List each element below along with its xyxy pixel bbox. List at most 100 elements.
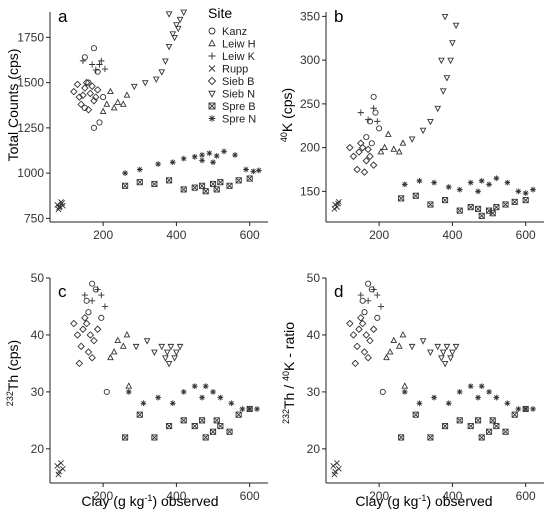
point-leiw-k bbox=[96, 61, 103, 68]
point-sieb-b bbox=[84, 348, 93, 356]
point-leiw-h bbox=[107, 353, 114, 361]
point-sieb-b bbox=[346, 143, 354, 152]
point-leiw-k bbox=[89, 61, 96, 68]
point-leiw-h bbox=[123, 330, 131, 338]
point-spre-n bbox=[416, 178, 423, 184]
point-sieb-n bbox=[447, 57, 454, 65]
point-sieb-n bbox=[438, 355, 445, 362]
point-spre-n bbox=[522, 406, 529, 412]
point-spre-n bbox=[217, 394, 224, 401]
point-spre-b bbox=[136, 411, 143, 418]
legend-marker-leiw-k bbox=[208, 52, 216, 60]
point-spre-b bbox=[511, 198, 518, 205]
point-sieb-n bbox=[443, 75, 451, 82]
y-tick-label: 1250 bbox=[17, 121, 44, 135]
panel-a: a Total Counts (cps) 200 400 600 750 1000 125… bbox=[5, 7, 268, 242]
point-leiw-h bbox=[383, 353, 390, 361]
point-spre-n bbox=[232, 152, 238, 158]
point-spre-n bbox=[504, 400, 511, 407]
x-tick-label: 600 bbox=[516, 489, 536, 503]
point-spre-n bbox=[191, 153, 198, 160]
point-sieb-b bbox=[86, 89, 95, 98]
point-sieb-b bbox=[369, 325, 378, 334]
point-leiw-h bbox=[119, 342, 127, 349]
point-rupp bbox=[55, 471, 62, 478]
point-rupp bbox=[54, 201, 61, 208]
point-spre-b bbox=[226, 182, 233, 189]
point-sieb-b bbox=[358, 319, 367, 328]
point-sieb-n bbox=[441, 361, 449, 368]
point-rupp bbox=[59, 465, 66, 472]
point-sieb-n bbox=[427, 118, 434, 126]
ylabel-a: Total Counts (cps) bbox=[5, 49, 21, 162]
point-sieb-b bbox=[364, 353, 372, 362]
x-tick-label: 600 bbox=[516, 228, 536, 242]
point-leiw-h bbox=[395, 342, 403, 349]
y-tick-label: 1500 bbox=[17, 76, 44, 90]
point-sieb-b bbox=[355, 148, 363, 156]
point-sieb-n bbox=[162, 58, 169, 65]
point-sieb-b bbox=[70, 319, 78, 328]
point-leiw-k bbox=[377, 303, 385, 310]
point-leiw-h bbox=[399, 139, 407, 146]
point-sieb-n bbox=[130, 83, 138, 91]
point-sieb-n bbox=[419, 127, 427, 135]
point-spre-b bbox=[475, 205, 482, 212]
y-tick-label: 350 bbox=[300, 9, 320, 23]
point-spre-b bbox=[166, 423, 173, 430]
y-tick-label: 50 bbox=[307, 271, 321, 285]
point-spre-n bbox=[445, 184, 452, 190]
point-sieb-n bbox=[452, 22, 460, 30]
point-spre-n bbox=[493, 175, 500, 182]
point-spre-b bbox=[209, 428, 217, 435]
point-spre-b bbox=[493, 423, 500, 430]
legend-label-sieb-n: Sieb N bbox=[222, 89, 255, 101]
point-spre-b bbox=[398, 195, 405, 202]
point-spre-n bbox=[478, 383, 485, 390]
point-leiw-k bbox=[101, 65, 109, 73]
point-spre-b bbox=[202, 434, 209, 441]
point-spre-n bbox=[522, 190, 529, 196]
legend-marker-kanz bbox=[208, 27, 216, 35]
point-kanz bbox=[359, 297, 366, 304]
point-spre-n bbox=[401, 389, 408, 395]
point-leiw-h bbox=[110, 103, 118, 111]
point-spre-b bbox=[502, 428, 509, 435]
point-sieb-n bbox=[158, 69, 166, 76]
point-spre-b bbox=[489, 210, 496, 217]
point-kanz bbox=[363, 134, 370, 141]
point-leiw-k bbox=[370, 105, 377, 112]
point-leiw-k bbox=[374, 118, 381, 125]
point-sieb-n bbox=[141, 80, 149, 87]
point-leiw-h bbox=[384, 130, 392, 137]
point-leiw-h bbox=[103, 100, 111, 107]
point-sieb-n bbox=[449, 349, 456, 356]
point-spre-n bbox=[191, 383, 198, 390]
point-leiw-h bbox=[390, 145, 398, 152]
point-spre-b bbox=[122, 434, 129, 441]
plot-area-d: 200 400 600 20 30 40 50 bbox=[307, 271, 544, 503]
point-leiw-k bbox=[92, 66, 99, 74]
point-sieb-b bbox=[90, 336, 98, 345]
point-sieb-n bbox=[180, 9, 188, 16]
point-sieb-b bbox=[88, 82, 96, 90]
point-kanz bbox=[100, 94, 107, 101]
point-sieb-b bbox=[84, 106, 93, 114]
point-spre-n bbox=[136, 166, 143, 173]
point-spre-n bbox=[202, 383, 209, 390]
point-spre-b bbox=[151, 180, 158, 188]
point-spre-b bbox=[180, 186, 187, 193]
legend-label-sieb-b: Sieb B bbox=[222, 76, 254, 88]
point-spre-b bbox=[166, 177, 173, 184]
point-sieb-b bbox=[349, 152, 358, 161]
point-sieb-n bbox=[162, 355, 169, 362]
point-rupp bbox=[334, 460, 340, 466]
point-spre-n bbox=[122, 170, 128, 176]
point-spre-n bbox=[515, 188, 522, 195]
point-spre-n bbox=[155, 161, 161, 167]
point-spre-b bbox=[456, 207, 463, 214]
point-spre-b bbox=[478, 434, 485, 441]
point-leiw-k bbox=[374, 291, 381, 299]
point-leiw-k bbox=[79, 57, 87, 64]
